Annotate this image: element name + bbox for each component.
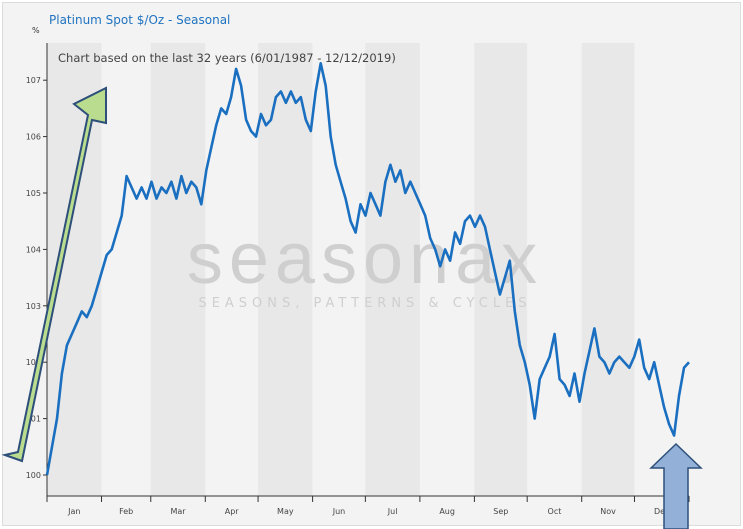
y-tick-label: 100 — [26, 471, 41, 480]
watermark-brand: seasonax — [187, 219, 543, 299]
y-tick-label: 105 — [26, 189, 41, 198]
month-band — [258, 43, 313, 496]
y-tick-label: 107 — [26, 76, 41, 85]
chart-subtitle: Chart based on the last 32 years (6/01/1… — [58, 51, 396, 65]
series-line — [45, 62, 690, 476]
x-tick-label: May — [277, 507, 294, 516]
watermark: seasonax SEASONS, PATTERNS & CYCLES — [187, 219, 543, 311]
x-tick-label: Jul — [387, 507, 398, 516]
x-tick-label: Dec — [654, 507, 669, 516]
x-tick-label: Feb — [119, 507, 133, 516]
x-tick-label: Aug — [439, 507, 455, 516]
month-band — [634, 43, 689, 496]
chart-title: Platinum Spot $/Oz - Seasonal — [49, 13, 231, 27]
month-band — [419, 43, 475, 496]
green-arrow-annotation — [1, 86, 107, 463]
blue-arrow-annotation — [649, 442, 703, 529]
y-tick-label: 101 — [26, 415, 41, 424]
month-band — [150, 43, 206, 496]
x-tick-label: Mar — [170, 507, 186, 516]
x-tick-label: Apr — [225, 507, 240, 516]
y-axis-unit: % — [32, 26, 40, 35]
month-band — [365, 43, 420, 496]
x-tick-label: Oct — [548, 507, 562, 516]
month-band — [527, 43, 582, 496]
x-tick-label: Jan — [67, 507, 80, 516]
x-tick-label: Jun — [332, 507, 346, 516]
y-tick-label: 102 — [26, 358, 41, 367]
x-tick-label: Nov — [600, 507, 616, 516]
y-tick-label: 106 — [26, 133, 41, 142]
y-tick-label: 103 — [26, 302, 41, 311]
x-tick-label: Sep — [493, 507, 508, 516]
month-band — [312, 43, 366, 496]
watermark-tagline: SEASONS, PATTERNS & CYCLES — [198, 296, 531, 311]
y-tick-label: 104 — [26, 245, 41, 254]
month-band — [581, 43, 635, 496]
month-band — [474, 43, 528, 496]
month-band — [101, 43, 151, 496]
month-band — [205, 43, 259, 496]
